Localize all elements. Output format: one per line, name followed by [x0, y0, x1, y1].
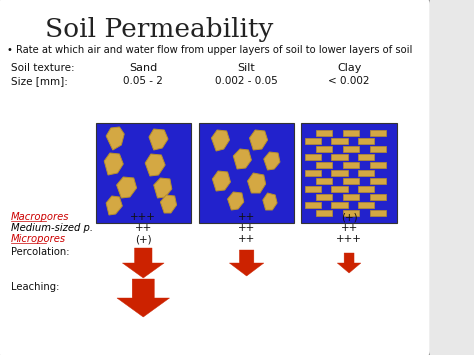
Text: Clay: Clay [337, 63, 361, 73]
Bar [370, 146, 386, 152]
Text: • Rate at which air and water flow from upper layers of soil to lower layers of : • Rate at which air and water flow from … [7, 45, 413, 55]
Bar [305, 138, 321, 144]
Text: < 0.002: < 0.002 [328, 76, 370, 86]
Bar [358, 170, 374, 176]
Bar [358, 154, 374, 160]
Polygon shape [212, 171, 230, 191]
Text: Percolation:: Percolation: [11, 247, 69, 257]
Bar [316, 146, 332, 152]
Polygon shape [229, 250, 264, 276]
Text: (+): (+) [341, 212, 357, 222]
Bar [343, 194, 359, 200]
Bar [370, 178, 386, 184]
Text: ++: ++ [238, 223, 255, 233]
Bar [316, 210, 332, 216]
Text: Silt: Silt [238, 63, 255, 73]
Bar [305, 186, 321, 192]
Polygon shape [106, 127, 124, 150]
Bar [331, 138, 347, 144]
FancyBboxPatch shape [0, 0, 431, 355]
Text: +++: +++ [130, 212, 156, 222]
Bar [370, 194, 386, 200]
Bar [358, 202, 374, 208]
Bar [316, 194, 332, 200]
Polygon shape [117, 279, 170, 317]
Text: 0.002 - 0.05: 0.002 - 0.05 [215, 76, 278, 86]
Bar [343, 210, 359, 216]
Polygon shape [263, 193, 277, 210]
Polygon shape [247, 173, 265, 193]
Text: 0.05 - 2: 0.05 - 2 [123, 76, 163, 86]
Text: ++: ++ [238, 234, 255, 244]
Text: Sand: Sand [129, 63, 157, 73]
Bar [305, 170, 321, 176]
Bar [358, 138, 374, 144]
Bar [343, 178, 359, 184]
Bar [316, 130, 332, 136]
Text: Micropores: Micropores [11, 234, 66, 244]
Bar [331, 154, 347, 160]
Bar [343, 130, 359, 136]
Text: +++: +++ [336, 234, 362, 244]
Text: ++: ++ [340, 223, 358, 233]
Bar [370, 130, 386, 136]
Bar [343, 162, 359, 168]
Text: (+): (+) [135, 234, 152, 244]
Polygon shape [337, 253, 361, 273]
Bar [305, 154, 321, 160]
Polygon shape [122, 248, 164, 278]
Polygon shape [228, 192, 244, 210]
Text: Macropores: Macropores [11, 212, 69, 222]
Text: Medium-sized p.: Medium-sized p. [11, 223, 93, 233]
Bar [331, 186, 347, 192]
Polygon shape [264, 152, 280, 170]
Bar [343, 146, 359, 152]
Polygon shape [233, 149, 251, 169]
Bar [370, 210, 386, 216]
Bar [331, 170, 347, 176]
Bar [358, 186, 374, 192]
Text: Leaching:: Leaching: [11, 282, 59, 292]
Polygon shape [211, 130, 229, 151]
Bar [199, 123, 294, 223]
Polygon shape [145, 154, 165, 176]
Polygon shape [149, 129, 168, 150]
Text: Soil Permeability: Soil Permeability [46, 17, 273, 43]
Bar [370, 162, 386, 168]
Polygon shape [154, 178, 172, 198]
Text: ++: ++ [238, 212, 255, 222]
Polygon shape [104, 153, 123, 175]
Text: Size [mm]:: Size [mm]: [11, 76, 68, 86]
Bar [305, 202, 321, 208]
Polygon shape [249, 130, 267, 150]
Bar [301, 123, 397, 223]
Polygon shape [117, 177, 137, 198]
Polygon shape [160, 195, 177, 213]
Bar [316, 178, 332, 184]
Text: ++: ++ [135, 223, 152, 233]
Text: Soil texture:: Soil texture: [11, 63, 74, 73]
Bar [331, 202, 347, 208]
Polygon shape [106, 196, 122, 215]
Bar [316, 162, 332, 168]
Bar [96, 123, 191, 223]
